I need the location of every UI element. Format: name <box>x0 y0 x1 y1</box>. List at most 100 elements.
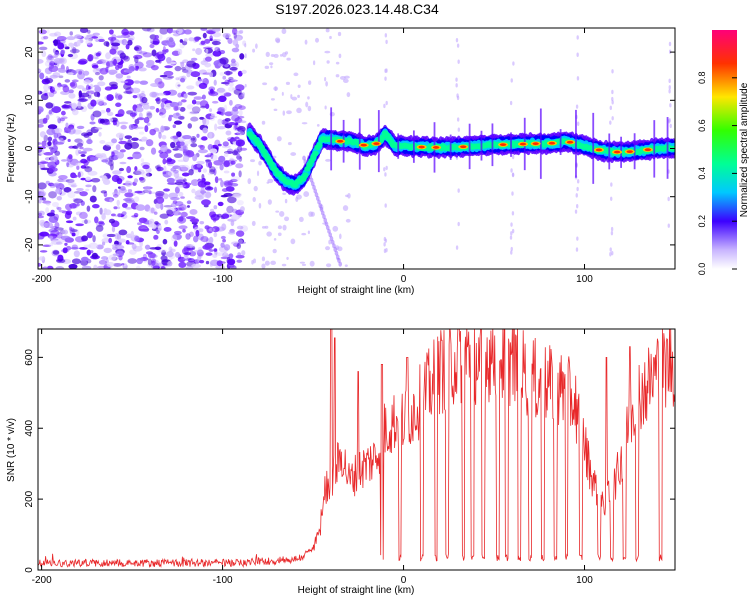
spectrogram-noise-blob <box>99 140 106 144</box>
spectrogram-noise-blob <box>202 127 208 134</box>
spectrogram-noise-blob <box>42 244 52 247</box>
spectrogram-noise-blob <box>64 101 72 104</box>
spectrogram-noise-blob <box>216 260 223 267</box>
spectrogram-noise-blob <box>175 81 181 89</box>
spectrogram-noise-blob <box>53 51 60 56</box>
spectrogram-noise-blob <box>185 233 191 240</box>
spectrogram-noise-blob <box>81 87 88 92</box>
spectrogram-noise-blob <box>335 74 340 78</box>
spectrogram-noise-blob <box>121 263 125 266</box>
spectrogram-noise-blob <box>68 263 78 269</box>
spectrogram-noise-blob <box>80 177 87 181</box>
spectrogram-noise-blob <box>52 72 61 78</box>
snr-y-tick-label: 400 <box>24 419 35 436</box>
spectrogram-noise-blob <box>163 90 171 96</box>
spectrogram-noise-blob <box>117 206 121 210</box>
spectrogram-noise-blob <box>235 230 245 237</box>
spectrogram-noise-blob <box>299 261 306 264</box>
spectrogram-noise-blob <box>183 38 188 42</box>
spectrogram-hot-spot-core <box>460 145 467 149</box>
spectrogram-noise-blob <box>87 54 94 61</box>
spectrogram-noise-blob <box>200 236 209 243</box>
spectrogram-noise-blob <box>223 92 232 97</box>
spectrogram-noise-blob <box>152 38 160 46</box>
spectrogram-noise-blob <box>53 127 63 134</box>
spectrogram-noise-blob <box>148 207 157 214</box>
spectrogram-noise-blob <box>120 186 126 191</box>
spectrogram-noise-blob <box>142 189 149 193</box>
spectrogram-noise-blob <box>59 117 66 122</box>
spectrogram-noise-blob <box>133 170 142 176</box>
spectrogram-noise-blob <box>47 124 58 130</box>
spectrogram-streak-blob <box>668 118 671 123</box>
spectrogram-hot-spot-core <box>337 139 344 143</box>
spectrogram-noise-blob <box>130 141 140 149</box>
spectrogram-noise-blob <box>48 216 59 223</box>
spectrogram-noise-blob <box>71 102 78 110</box>
spectrogram-noise-blob <box>111 213 116 217</box>
spectrogram-marks <box>38 28 675 269</box>
spectrogram-noise-blob <box>45 201 51 206</box>
spectrogram-noise-blob <box>116 199 120 207</box>
spectrogram-noise-blob <box>218 155 226 163</box>
spectrogram-noise-blob <box>75 149 80 156</box>
spectrogram-noise-blob <box>241 250 246 256</box>
spectrogram-noise-blob <box>194 190 204 197</box>
spectrogram-noise-blob <box>57 82 62 88</box>
spectrogram-noise-blob <box>186 72 191 78</box>
spectrogram-noise-blob <box>244 43 247 48</box>
spectrogram-noise-blob <box>38 123 44 128</box>
spectrogram-noise-blob <box>293 72 299 77</box>
spectrogram-noise-blob <box>346 92 351 98</box>
spectrogram-noise-blob <box>138 51 148 55</box>
spectrogram-noise-blob <box>67 127 76 135</box>
spectrogram-noise-blob <box>62 85 70 93</box>
spectrogram-noise-blob <box>43 265 48 269</box>
spectrogram-noise-blob <box>45 207 50 214</box>
spectrogram-noise-blob <box>115 132 125 139</box>
spectrogram-streak-blob <box>510 168 513 173</box>
spectrogram-noise-blob <box>118 121 129 125</box>
spectrogram-noise-blob <box>115 93 123 101</box>
spectrogram-noise-blob <box>220 180 224 188</box>
spectrogram-noise-blob <box>102 144 112 151</box>
spectrogram-noise-blob <box>337 246 343 252</box>
spectrogram-noise-blob <box>183 69 193 74</box>
snr-y-tick-label: 200 <box>24 490 35 507</box>
spectrogram-noise-blob <box>65 220 74 224</box>
spectrogram-noise-blob <box>56 115 60 119</box>
spectrogram-noise-blob <box>186 248 194 252</box>
spectrogram-streak-blob <box>384 76 387 81</box>
spectrogram-noise-blob <box>118 255 123 261</box>
spectrogram-noise-blob <box>48 191 57 199</box>
spectrogram-noise-blob <box>277 232 282 237</box>
spectrogram-noise-blob <box>253 185 258 192</box>
spectrogram-noise-blob <box>315 37 320 43</box>
spectrogram-noise-blob <box>145 172 153 177</box>
spectrogram-noise-blob <box>211 226 220 233</box>
spectrogram-noise-blob <box>188 37 195 42</box>
spectrogram-noise-blob <box>142 186 153 190</box>
spectrogram-noise-blob <box>75 223 84 227</box>
spectrogram-noise-blob <box>105 52 111 60</box>
spectrogram-noise-blob <box>205 48 209 54</box>
spectrogram-streak-blob <box>575 193 578 198</box>
spectrogram-hot-spot-core <box>499 143 507 147</box>
spectrogram-noise-blob <box>164 65 173 69</box>
spectrogram-noise-blob <box>281 28 287 35</box>
spectrogram-noise-blob <box>179 107 186 112</box>
spectrogram-noise-blob <box>264 260 270 266</box>
spectrogram-noise-blob <box>199 259 205 264</box>
spectrogram-noise-blob <box>79 146 84 150</box>
spectrogram-noise-blob <box>149 105 156 110</box>
spectrogram-noise-blob <box>236 225 244 230</box>
spectrogram-noise-blob <box>213 168 217 176</box>
spectrogram-noise-blob <box>238 105 246 110</box>
spectrogram-noise-blob <box>183 93 188 99</box>
spectrogram-noise-blob <box>328 239 332 245</box>
spectrogram-noise-blob <box>163 188 170 192</box>
spectrogram-noise-blob <box>161 49 167 55</box>
spectrogram-noise-blob <box>141 90 145 94</box>
spectrogram-noise-blob <box>261 226 266 229</box>
